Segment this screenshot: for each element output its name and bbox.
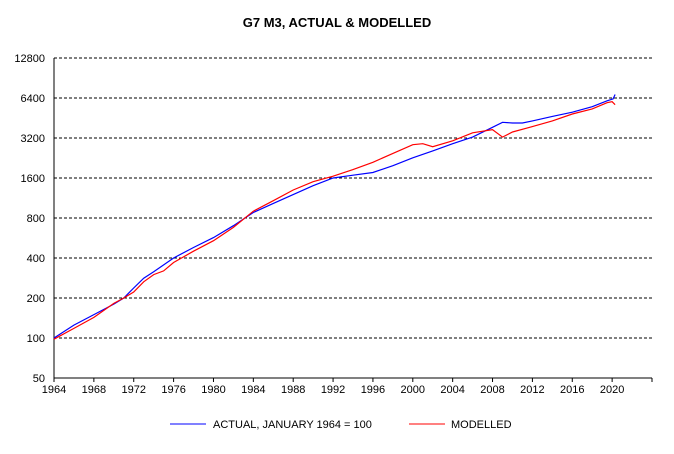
- y-tick-label: 1600: [21, 173, 45, 185]
- series-line-actual: [53, 94, 616, 339]
- x-tick-label: 1980: [201, 384, 225, 396]
- x-tick-label: 2016: [560, 384, 584, 396]
- legend-label-modelled: MODELLED: [451, 419, 512, 431]
- x-tick-label: 1964: [42, 384, 66, 396]
- x-tick-label: 2000: [401, 384, 425, 396]
- x-tick-label: 2008: [480, 384, 504, 396]
- series-lines: [53, 94, 616, 340]
- series-line-modelled: [53, 101, 616, 340]
- x-tick-label: 2020: [600, 384, 624, 396]
- x-tick-label: 1976: [161, 384, 185, 396]
- x-tick-label: 1996: [361, 384, 385, 396]
- y-tick-label: 800: [27, 213, 45, 225]
- x-tick-label: 1972: [121, 384, 145, 396]
- x-tick-label: 2012: [520, 384, 544, 396]
- y-tick-label: 400: [27, 253, 45, 265]
- legend: ACTUAL, JANUARY 1964 = 100 MODELLED: [170, 419, 512, 431]
- y-axis: 50 100 200 400 800 1600 3200 6400 12800: [14, 53, 55, 385]
- x-tick-label: 1984: [241, 384, 265, 396]
- y-tick-label: 200: [27, 293, 45, 305]
- y-tick-label: 3200: [21, 133, 45, 145]
- x-tick-label: 1968: [82, 384, 106, 396]
- chart-title: G7 M3, ACTUAL & MODELLED: [243, 15, 432, 30]
- x-tick-label: 1992: [321, 384, 345, 396]
- legend-label-actual: ACTUAL, JANUARY 1964 = 100: [213, 419, 372, 431]
- y-tick-label: 50: [33, 373, 45, 385]
- y-tick-label: 6400: [21, 93, 45, 105]
- gridlines: [54, 57, 652, 339]
- y-tick-label: 12800: [14, 53, 45, 65]
- x-tick-label: 1988: [281, 384, 305, 396]
- y-tick-label: 100: [27, 333, 45, 345]
- x-tick-label: 2004: [440, 384, 464, 396]
- x-axis: 1964 1968 1972 1976 1980 1984 1988 1992 1996 2000…: [42, 377, 653, 396]
